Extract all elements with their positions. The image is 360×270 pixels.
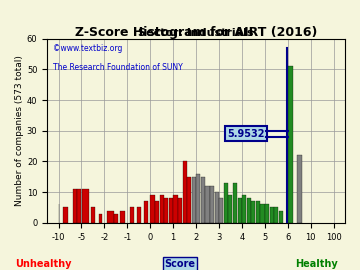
Text: ©www.textbiz.org: ©www.textbiz.org — [53, 44, 122, 53]
Bar — [113, 214, 118, 223]
Bar — [150, 195, 154, 223]
Bar — [169, 198, 173, 223]
Bar — [265, 204, 269, 223]
Text: Healthy: Healthy — [296, 259, 338, 269]
Bar — [183, 161, 187, 223]
Bar — [187, 177, 191, 223]
Bar — [77, 189, 81, 223]
Text: Unhealthy: Unhealthy — [15, 259, 71, 269]
Bar — [238, 198, 242, 223]
Bar — [99, 214, 102, 223]
Y-axis label: Number of companies (573 total): Number of companies (573 total) — [15, 55, 24, 206]
Bar — [159, 195, 164, 223]
Bar — [251, 201, 255, 223]
Bar — [164, 198, 168, 223]
Bar — [297, 155, 302, 223]
Bar — [178, 198, 182, 223]
Bar — [121, 211, 125, 223]
Bar — [270, 207, 274, 223]
Bar — [260, 204, 265, 223]
Bar — [247, 198, 251, 223]
Title: Z-Score Histogram for AIRT (2016): Z-Score Histogram for AIRT (2016) — [75, 26, 317, 39]
Bar — [107, 211, 113, 223]
Bar — [155, 201, 159, 223]
Bar — [233, 183, 237, 223]
Bar — [288, 66, 293, 223]
Bar — [137, 207, 141, 223]
Text: Score: Score — [165, 259, 195, 269]
Bar — [201, 177, 205, 223]
Bar — [215, 192, 219, 223]
Bar — [279, 211, 283, 223]
Bar — [192, 177, 196, 223]
Bar — [73, 189, 77, 223]
Bar — [228, 195, 233, 223]
Bar — [91, 207, 95, 223]
Bar — [219, 198, 223, 223]
Bar — [63, 207, 68, 223]
Bar — [206, 186, 210, 223]
Bar — [174, 195, 177, 223]
Bar — [82, 189, 89, 223]
Bar — [274, 207, 278, 223]
Bar — [130, 207, 134, 223]
Bar — [256, 201, 260, 223]
Bar — [210, 186, 214, 223]
Text: The Research Foundation of SUNY: The Research Foundation of SUNY — [53, 63, 183, 72]
Bar — [242, 195, 246, 223]
Text: 5.9532: 5.9532 — [228, 129, 265, 139]
Text: Sector: Industrials: Sector: Industrials — [138, 28, 254, 38]
Bar — [224, 183, 228, 223]
Bar — [196, 174, 201, 223]
Bar — [144, 201, 148, 223]
